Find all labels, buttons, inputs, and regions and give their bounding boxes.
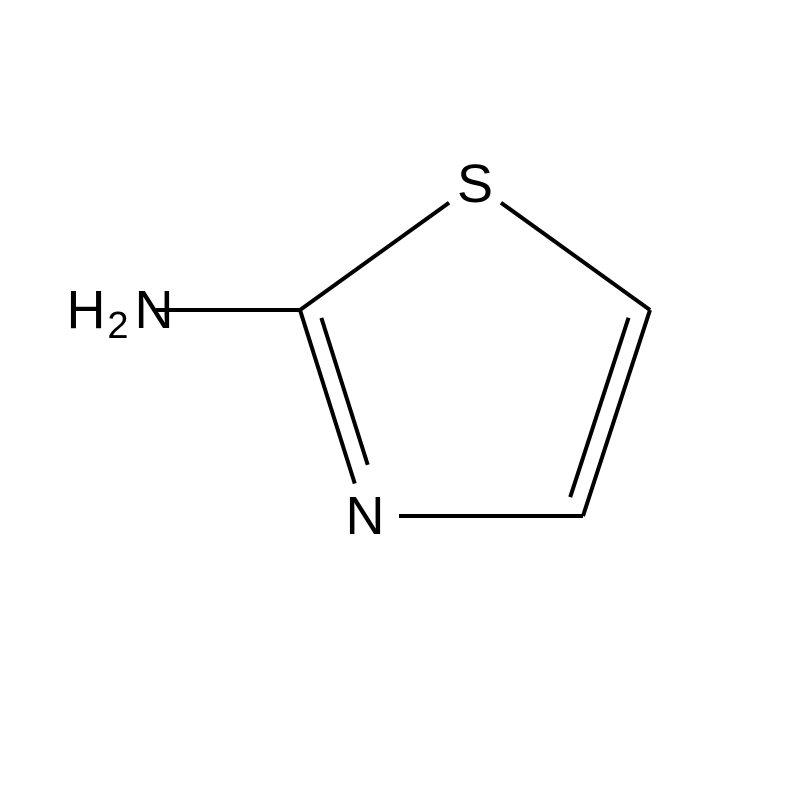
diagram-background: [0, 0, 800, 800]
atom-label-s: S: [457, 154, 493, 214]
atom-label-nh2-n: N: [135, 280, 174, 340]
atom-label-nh2-h: H: [67, 280, 106, 340]
atom-label-nh2-sub2: 2: [107, 305, 128, 347]
molecule-diagram: SNN2H: [0, 0, 800, 800]
atom-label-n-ring: N: [346, 486, 385, 546]
